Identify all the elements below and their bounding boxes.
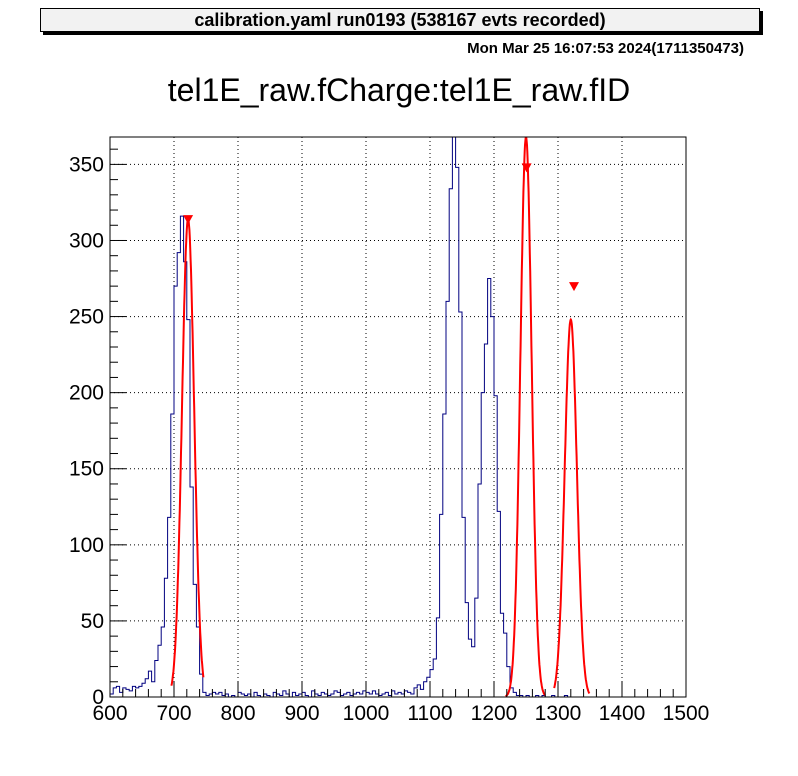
peak-marker-2: [521, 163, 532, 173]
axis-layer: 600 700 800 900 1000 1100 1200 1300 1400 1500 0 50 1…: [69, 148, 710, 725]
y-tick-label: 50: [81, 610, 104, 633]
x-tick-label: 1500: [663, 702, 710, 725]
y-tick-label: 250: [69, 306, 104, 329]
grid-layer: [110, 137, 686, 697]
x-tick-label: 1300: [535, 702, 582, 725]
y-tick-label: 100: [69, 534, 104, 557]
chart-title: tel1E_raw.fCharge:tel1E_raw.fID: [167, 72, 631, 108]
peak-marker-1: [183, 215, 194, 225]
x-tick-label: 1200: [471, 702, 518, 725]
x-tick-label: 1000: [343, 702, 390, 725]
y-tick-label: 0: [92, 686, 104, 709]
x-tick-label: 1100: [407, 702, 452, 725]
x-tick-label: 1400: [599, 702, 646, 725]
peak-marker-layer: [183, 163, 579, 292]
timestamp-label: Mon Mar 25 16:07:53 2024(1711350473): [467, 40, 744, 57]
y-tick-label: 200: [69, 382, 104, 405]
plot-frame: [109, 136, 687, 698]
fit-curve-2: [505, 137, 546, 697]
x-tick-label: 800: [220, 702, 255, 725]
y-tick-label: 300: [69, 229, 104, 252]
fit-curve-1: [170, 216, 205, 686]
x-tick-label: 600: [92, 702, 127, 725]
y-tick-label: 350: [69, 153, 104, 176]
fit-layer: [170, 137, 591, 697]
histogram-series: [110, 137, 578, 697]
run-info-header: calibration.yaml run0193 (538167 evts re…: [40, 8, 760, 32]
x-tick-label: 900: [284, 702, 319, 725]
fit-curve-3: [553, 317, 591, 694]
peak-marker-3: [569, 282, 579, 292]
y-tick-label: 150: [69, 458, 104, 481]
histogram-layer: [110, 137, 578, 697]
x-tick-label: 700: [156, 702, 191, 725]
